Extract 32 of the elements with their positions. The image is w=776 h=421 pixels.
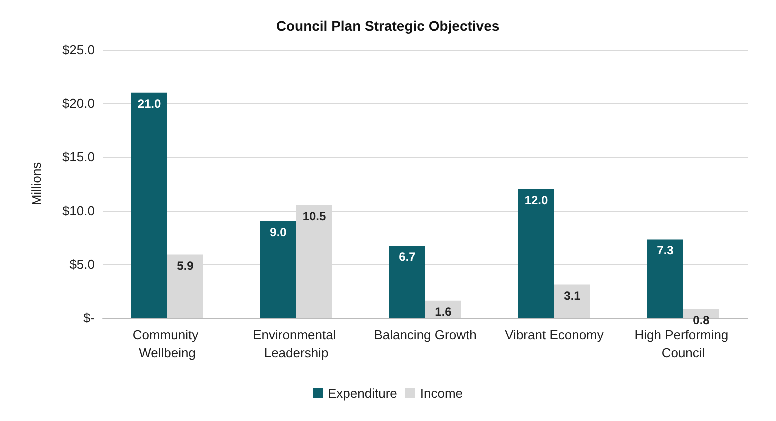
chart-title: Council Plan Strategic Objectives	[276, 18, 500, 34]
data-label: 10.5	[302, 209, 326, 224]
x-tick-label: Environmental Leadership	[253, 328, 340, 360]
bar	[648, 240, 684, 318]
bar	[554, 284, 590, 318]
legend-label: Income	[420, 386, 464, 401]
data-label: 9.0	[270, 226, 288, 240]
y-tick-label: $25.0	[62, 42, 95, 58]
y-tick-label: $5.0	[70, 256, 95, 272]
data-label: 5.9	[177, 258, 194, 273]
y-tick-label: $10.0	[62, 203, 95, 218]
bar	[260, 222, 296, 318]
bar	[132, 92, 168, 318]
bar	[518, 189, 554, 318]
x-tick-label: High Performing Council	[634, 328, 732, 360]
x-tick-label: Community Wellbeing	[132, 328, 202, 360]
data-label: 1.6	[435, 304, 452, 319]
y-tick-label: $-	[83, 310, 95, 326]
y-tick-label: $20.0	[62, 96, 95, 112]
bar	[684, 309, 720, 318]
data-label: 21.0	[138, 96, 162, 111]
data-label: 12.0	[524, 193, 548, 208]
y-axis-title: Millions	[29, 162, 44, 206]
legend-label: Expenditure	[328, 386, 398, 401]
x-tick-label: Balancing Growth	[374, 328, 477, 342]
data-label: 6.7	[399, 250, 416, 264]
bar	[390, 246, 426, 318]
data-label: 7.3	[657, 244, 674, 258]
x-tick-label: Vibrant Economy	[505, 328, 604, 342]
data-label: 3.1	[564, 288, 582, 303]
y-tick-label: $15.0	[62, 150, 95, 165]
data-label: 0.8	[693, 313, 710, 328]
